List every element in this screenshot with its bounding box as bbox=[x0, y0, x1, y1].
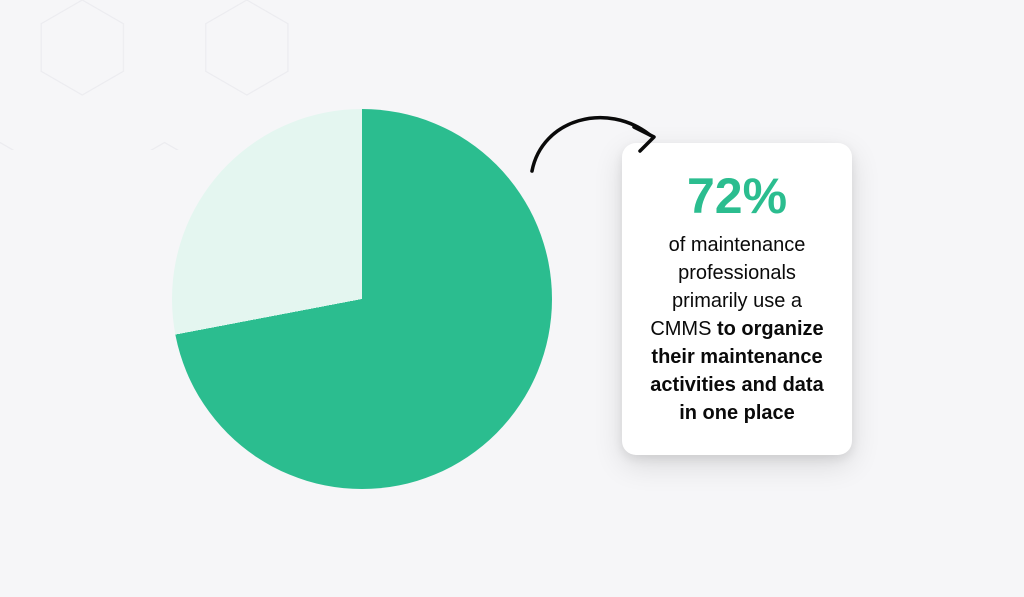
stat-value: 72% bbox=[646, 171, 828, 221]
pie-chart bbox=[172, 109, 552, 489]
infographic-content: 72% of maintenance professionals primari… bbox=[0, 0, 1024, 597]
stat-card: 72% of maintenance professionals primari… bbox=[622, 143, 852, 455]
callout-arrow-icon bbox=[522, 99, 672, 189]
stat-description: of maintenance professionals primarily u… bbox=[646, 231, 828, 427]
